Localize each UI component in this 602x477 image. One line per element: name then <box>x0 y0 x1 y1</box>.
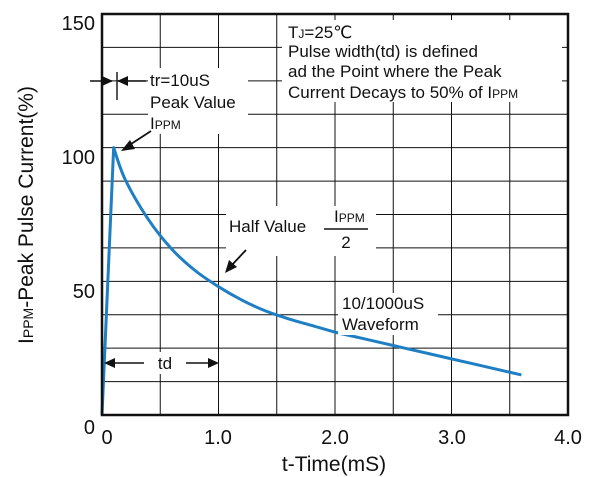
half-denominator: 2 <box>341 233 350 252</box>
peak-symbol-label: IPPM <box>150 114 181 133</box>
y-tick-label: 50 <box>73 281 95 303</box>
half-arrowhead <box>225 260 237 273</box>
y-tick-label: 0 <box>84 417 95 439</box>
pulse-def-line1: Pulse width(td) is defined <box>288 42 478 61</box>
td-arrowhead-left <box>104 358 115 368</box>
half-arrow <box>230 249 247 267</box>
y-tick-labels: 150 100 50 0 <box>62 13 95 439</box>
x-tick-label: 4.0 <box>554 427 582 449</box>
x-tick-label: 0 <box>101 427 112 449</box>
td-label: td <box>158 354 172 373</box>
x-tick-label: 1.0 <box>204 427 232 449</box>
waveform-line2: Waveform <box>342 315 419 334</box>
x-tick-label: 3.0 <box>438 427 466 449</box>
tr-arrowhead-right <box>117 76 128 86</box>
x-axis-title: t-Time(mS) <box>282 453 386 476</box>
pulse-def-line3: Current Decays to 50% of IPPM <box>288 83 518 102</box>
pulse-def-line2: ad the Point where the Peak <box>288 62 502 81</box>
peak-label-background <box>148 68 248 134</box>
note-background <box>282 20 562 102</box>
x-tick-label: 2.0 <box>321 427 349 449</box>
y-axis-title: IPPM-Peak Pulse Current(%) <box>15 86 38 344</box>
tr-label: tr=10uS <box>150 71 210 90</box>
half-numerator: IPPM <box>334 207 365 226</box>
x-tick-labels: 0 1.0 2.0 3.0 4.0 <box>101 427 581 449</box>
half-value-label: Half Value <box>229 217 306 236</box>
waveform-line1: 10/1000uS <box>342 294 424 313</box>
td-arrowhead-right <box>208 358 219 368</box>
y-tick-label: 100 <box>62 147 95 169</box>
peak-arrowhead <box>121 140 135 151</box>
waveform-label-background <box>338 293 438 335</box>
series-layer <box>100 146 522 416</box>
series-line <box>100 146 522 416</box>
y-tick-label: 150 <box>62 13 95 35</box>
peak-value-label: Peak Value <box>150 93 236 112</box>
half-label-background <box>226 206 376 256</box>
td-label-background <box>148 352 182 374</box>
tr-arrowhead-left <box>102 76 113 86</box>
plot-frame <box>100 12 570 417</box>
tj-label: TJ=25℃ <box>288 23 352 42</box>
